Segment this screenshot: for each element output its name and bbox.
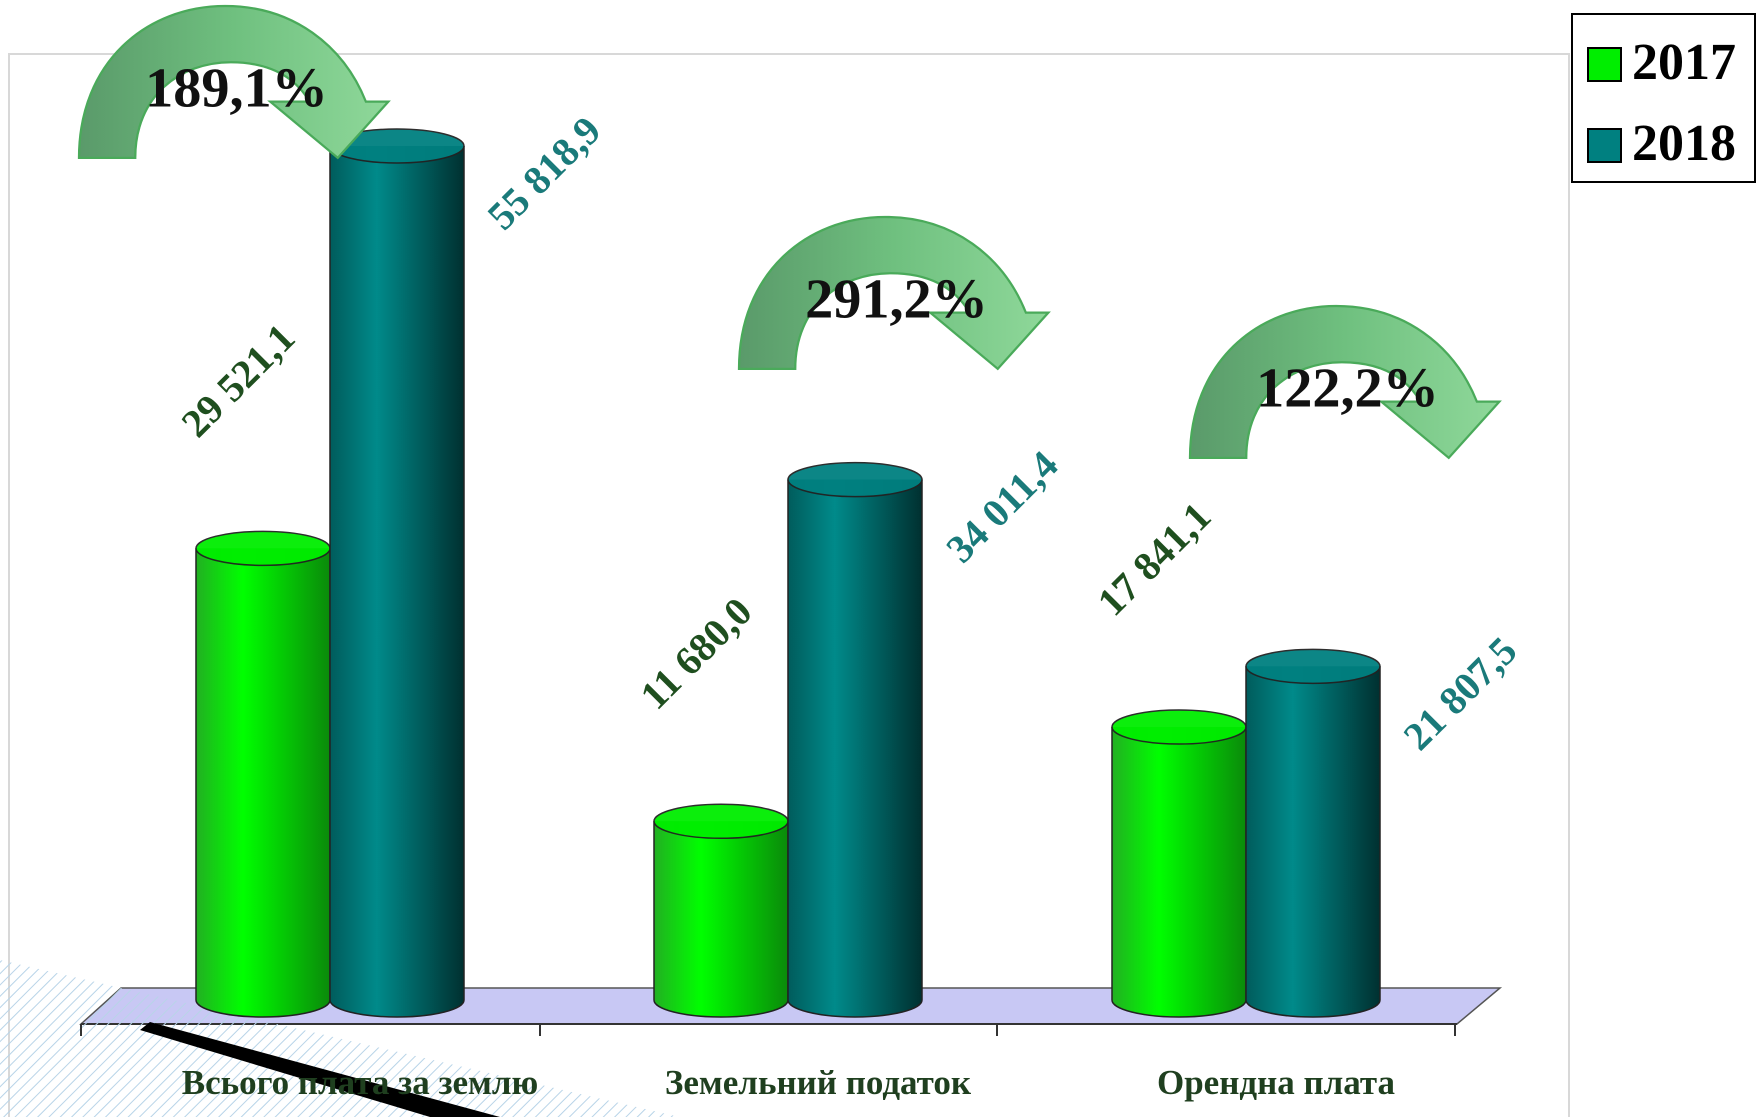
legend-label: 2017 — [1632, 34, 1736, 91]
legend: 2017 2018 — [1571, 13, 1756, 183]
growth-label: 189,1% — [145, 58, 328, 120]
arrow-body — [737, 215, 1051, 371]
value-label: 29 521,1 — [173, 315, 304, 446]
cylinder-top — [787, 461, 923, 498]
cylinder-outline — [653, 821, 789, 1018]
value-label: 55 818,9 — [479, 108, 610, 239]
cylinder — [1245, 648, 1381, 1018]
legend-swatch — [1587, 128, 1622, 163]
value-label: 34 011,4 — [937, 442, 1066, 571]
cylinder-outline — [329, 146, 465, 1018]
category-label: Всього плата за землю — [182, 1063, 539, 1102]
growth-arrow: 291,2% — [737, 215, 1051, 371]
cylinder-outline — [1245, 666, 1381, 1018]
category-label: Орендна плата — [1157, 1063, 1395, 1102]
growth-arrow: 189,1% — [77, 4, 391, 160]
cylinder-top — [195, 530, 331, 567]
cylinder-outline — [195, 548, 331, 1018]
cylinder — [787, 461, 923, 1018]
cylinder-outline — [787, 479, 923, 1018]
cylinder-outline — [1111, 727, 1247, 1018]
value-label: 17 841,1 — [1089, 494, 1220, 625]
cylinder — [195, 530, 331, 1018]
arrow-body — [77, 4, 391, 160]
cylinder-top — [1111, 709, 1247, 745]
cylinder-top — [1245, 648, 1381, 685]
value-label: 11 680,0 — [631, 589, 760, 718]
cylinder — [1111, 709, 1247, 1018]
cylinder-top — [653, 803, 789, 840]
legend-label: 2018 — [1632, 115, 1736, 172]
growth-label: 122,2% — [1256, 358, 1439, 420]
category-label: Земельний податок — [665, 1063, 972, 1102]
plot-frame — [8, 53, 1570, 1117]
arrow-body — [1188, 304, 1502, 460]
value-label: 21 807,5 — [1395, 628, 1526, 759]
cylinder — [653, 803, 789, 1018]
growth-arrow: 122,2% — [1188, 304, 1502, 460]
legend-swatch — [1587, 47, 1622, 82]
cylinder — [329, 128, 465, 1018]
decor-hatch — [0, 960, 680, 1117]
decor-wedge — [140, 1022, 500, 1117]
growth-label: 291,2% — [805, 269, 988, 331]
